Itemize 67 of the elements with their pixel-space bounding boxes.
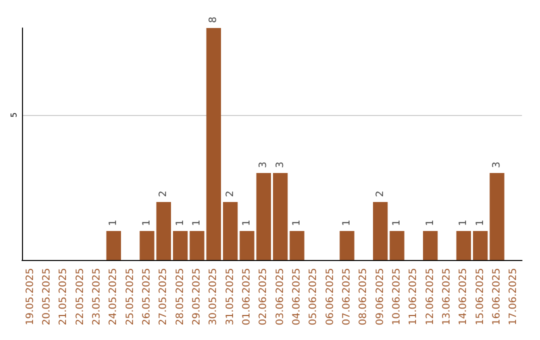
data-label: 3 [274,162,286,168]
x-tick-label: 22.05.2025 [74,268,86,326]
bar [156,202,171,260]
x-tick-label: 04.06.2025 [292,268,302,326]
x-tick-label: 02.06.2025 [258,268,270,326]
data-label: 1 [292,220,302,226]
x-tick-label: 28.05.2025 [174,268,186,326]
x-tick-label: 01.06.2025 [242,268,252,326]
bar [140,231,154,260]
bar [223,202,238,260]
x-tick-label: 17.06.2025 [508,268,520,326]
data-label: 1 [108,220,120,226]
bar [240,231,254,260]
data-label: 2 [224,190,236,197]
x-tick-label: 21.05.2025 [58,268,70,326]
x-tick-label: 03.06.2025 [274,268,286,326]
bar [373,202,388,260]
data-label: 2 [158,190,170,197]
bar [490,173,504,260]
bar [340,231,354,260]
x-tick-label: 05.06.2025 [308,268,320,326]
data-label: 1 [174,220,186,226]
x-tick-label: 15.06.2025 [474,268,486,326]
bar [173,231,188,260]
data-label: 1 [392,220,402,226]
bar [423,231,438,260]
x-tick-label: 31.05.2025 [224,268,236,326]
bar [106,231,121,260]
data-label: 1 [474,220,486,226]
x-tick-label: 20.05.2025 [42,268,52,326]
data-label: 1 [424,220,436,226]
x-tick-label: 26.05.2025 [142,268,152,326]
x-tick-label: 09.06.2025 [374,268,386,326]
x-tick-label: 25.05.2025 [124,268,136,326]
data-label: 8 [208,16,220,23]
data-label: 1 [192,220,202,226]
x-tick-label: 13.06.2025 [442,268,452,326]
data-label: 1 [458,220,470,226]
bar [206,28,221,260]
x-tick-label: 29.05.2025 [192,268,202,326]
x-tick-label: 27.05.2025 [158,268,170,326]
bar [456,231,471,260]
x-tick-label: 19.05.2025 [24,268,36,326]
x-tick-label: 11.06.2025 [408,268,420,326]
x-tick-label: 23.05.2025 [92,268,102,326]
x-tick-label: 08.06.2025 [358,268,370,326]
x-tick-label: 24.05.2025 [108,268,120,326]
x-tick-label: 07.06.2025 [342,268,352,326]
data-label: 3 [492,162,502,168]
x-tick-label: 12.06.2025 [424,268,436,326]
data-label: 1 [242,220,252,226]
bar [390,231,404,260]
x-tick-label: 06.06.2025 [324,268,336,326]
bar [290,231,304,260]
data-label: 2 [374,190,386,197]
bar [273,173,288,260]
data-label: 1 [142,220,152,226]
bar [256,173,271,260]
data-label: 3 [258,162,270,168]
bar [190,231,204,260]
x-tick-label: 14.06.2025 [458,268,470,326]
x-tick-label: 10.06.2025 [392,268,402,326]
bar [473,231,488,260]
x-tick-label: 16.06.2025 [492,268,502,326]
data-label: 1 [342,220,352,226]
x-tick-label: 30.05.2025 [208,268,220,326]
y-tick-label: 5 [10,112,18,118]
